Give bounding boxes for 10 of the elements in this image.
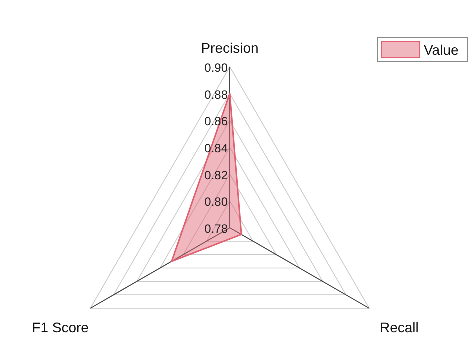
y-tick-label: 0.80 (204, 195, 228, 210)
y-tick-label: 0.78 (204, 222, 228, 236)
y-tick-label: 0.88 (204, 88, 228, 102)
spoke-label: Recall (380, 320, 419, 336)
y-tick-label: 0.84 (204, 142, 228, 156)
y-tick-label: 0.82 (204, 168, 228, 182)
y-tick-label: 0.90 (204, 61, 228, 75)
spoke-label: F1 Score (32, 320, 90, 336)
spoke-label: Precision (201, 40, 259, 56)
legend-label: Value (424, 42, 459, 58)
